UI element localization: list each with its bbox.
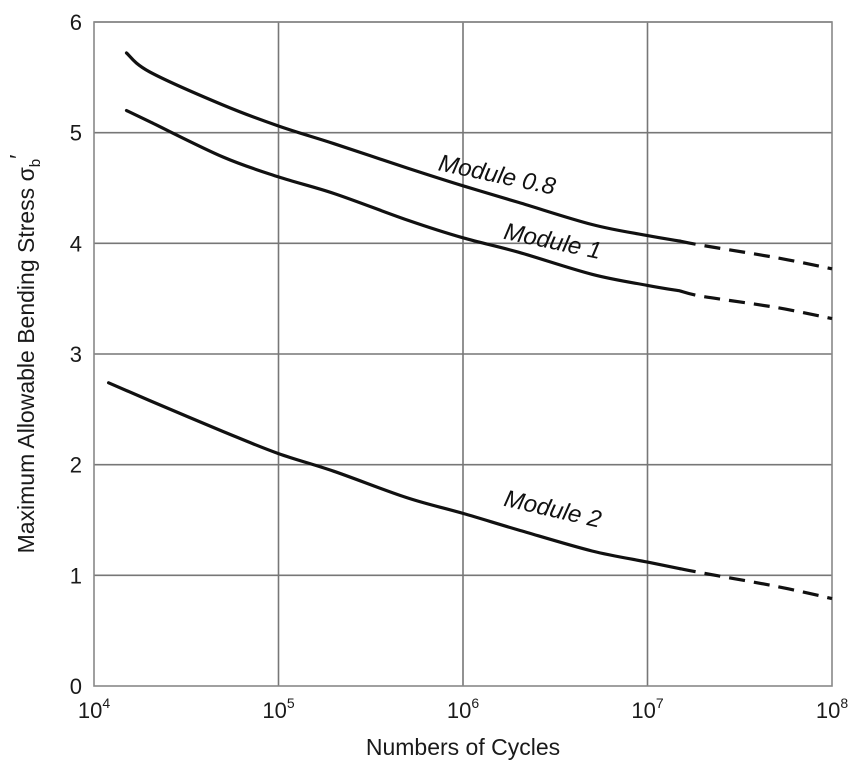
y-tick-label-4: 4 [70, 231, 82, 256]
y-tick-label-0: 0 [70, 674, 82, 699]
y-tick-label-5: 5 [70, 121, 82, 146]
series-label-module-2: Module 2 [502, 485, 604, 534]
labels: 0 1 2 3 4 5 6 104 105 106 107 108 Numbers of Cycles M… [5, 10, 848, 760]
series-line-dashed-module-2 [679, 567, 833, 601]
series-label-module-0-8: Module 0.8 [436, 150, 558, 201]
y-tick-label-3: 3 [70, 342, 82, 367]
plot-frame [93, 21, 833, 687]
x-tick-label-7: 107 [631, 695, 663, 723]
x-tick-label-4: 104 [78, 695, 110, 723]
x-tick-label-8: 108 [816, 695, 848, 723]
x-axis-title: Numbers of Cycles [366, 734, 560, 760]
series-line-dashed-module-0-8 [679, 239, 833, 271]
grid [93, 21, 833, 687]
y-tick-label-2: 2 [70, 453, 82, 478]
y-axis-title: Maximum Allowable Bending Stress σb′ [5, 155, 44, 554]
x-tick-label-6: 106 [447, 695, 479, 723]
series-line-dashed-module-1 [679, 289, 833, 321]
series-line-module-2 [107, 381, 682, 571]
y-tick-label-6: 6 [70, 10, 82, 35]
series-curves [107, 51, 833, 601]
y-tick-label-1: 1 [70, 563, 82, 588]
series-line-module-0-8 [124, 51, 682, 243]
series-line-module-1 [124, 108, 682, 293]
x-tick-label-5: 105 [262, 695, 294, 723]
